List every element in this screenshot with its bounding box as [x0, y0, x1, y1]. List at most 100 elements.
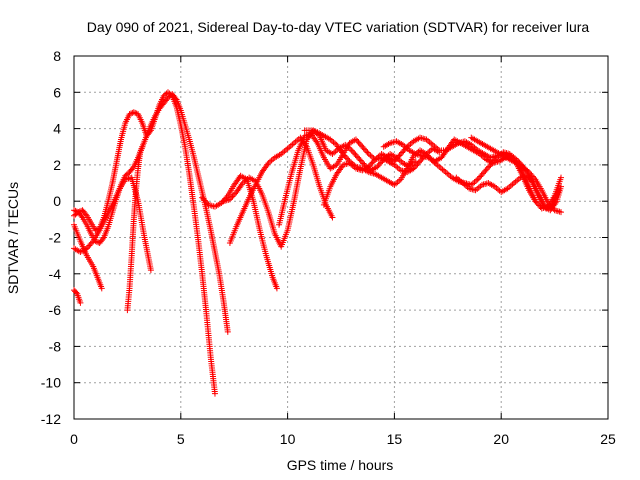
data-point — [348, 147, 355, 154]
data-point — [475, 174, 482, 181]
data-point — [211, 390, 218, 397]
data-point — [392, 156, 399, 163]
y-tick-label: -4 — [49, 266, 62, 282]
x-tick-labels: 0 5 10 15 20 25 — [70, 431, 616, 447]
data-point — [200, 196, 207, 203]
data-point — [525, 174, 532, 181]
data-point — [413, 162, 420, 169]
data-point — [203, 198, 210, 205]
data-point — [355, 139, 362, 146]
data-point — [534, 201, 541, 208]
data-point — [533, 199, 540, 206]
data-point — [558, 209, 565, 216]
data-point — [78, 213, 85, 220]
y-tick-label: 4 — [53, 121, 61, 137]
data-point — [529, 173, 536, 180]
data-point — [374, 163, 381, 170]
data-point — [483, 166, 490, 173]
data-point — [360, 160, 367, 167]
data-point — [85, 243, 92, 250]
data-point — [224, 328, 231, 335]
data-point — [127, 110, 134, 117]
data-point — [376, 160, 383, 167]
data-point — [414, 161, 421, 168]
data-point — [526, 175, 533, 182]
series-arc-e — [71, 91, 231, 335]
data-point — [147, 267, 154, 274]
data-point — [370, 157, 377, 164]
data-point — [363, 148, 370, 155]
data-point — [411, 164, 418, 171]
data-point — [528, 178, 535, 185]
data-point — [172, 95, 179, 102]
data-point — [88, 239, 95, 246]
data-point — [558, 174, 565, 181]
x-tick-label: 0 — [70, 431, 78, 447]
data-point — [365, 163, 372, 170]
data-point — [355, 154, 362, 161]
data-point — [126, 111, 133, 118]
data-point — [481, 169, 488, 176]
data-point — [352, 136, 359, 143]
series-arc-f — [124, 143, 146, 314]
y-axis-label: SDTVAR / TECUs — [5, 182, 21, 294]
data-point — [536, 202, 543, 209]
data-point — [418, 156, 425, 163]
y-tick-label: 6 — [53, 84, 61, 100]
data-point — [228, 194, 235, 201]
y-tick-label: 0 — [53, 193, 61, 209]
data-point — [358, 158, 365, 165]
x-tick-label: 25 — [600, 431, 616, 447]
series-arc-h — [226, 134, 336, 246]
x-axis-label: GPS time / hours — [287, 457, 394, 473]
data-point — [86, 242, 93, 249]
data-point — [410, 165, 417, 172]
data-point — [357, 157, 364, 164]
data-point — [273, 285, 280, 292]
data-point — [87, 241, 94, 248]
data-point — [396, 152, 403, 159]
data-point — [92, 238, 99, 245]
data-point — [139, 143, 146, 150]
x-tick-label: 5 — [177, 431, 185, 447]
axis-ticks — [73, 55, 609, 420]
series-arc-j — [276, 131, 443, 228]
data-point — [130, 109, 137, 116]
data-points — [71, 89, 565, 397]
data-point — [367, 162, 374, 169]
data-point — [83, 245, 90, 252]
data-point — [132, 109, 139, 116]
data-point — [532, 198, 539, 205]
data-point — [82, 211, 89, 218]
data-point — [343, 155, 350, 162]
data-point — [527, 170, 534, 177]
x-tick-label: 10 — [280, 431, 296, 447]
series-arc-g — [199, 172, 280, 292]
data-point — [375, 162, 382, 169]
data-point — [93, 226, 100, 233]
y-tick-label: -2 — [49, 230, 62, 246]
data-point — [349, 148, 356, 155]
data-point — [342, 153, 349, 160]
x-tick-label: 20 — [493, 431, 509, 447]
y-tick-label: 2 — [53, 157, 61, 173]
data-point — [397, 151, 404, 158]
data-point — [356, 140, 363, 147]
x-tick-label: 15 — [387, 431, 403, 447]
data-point — [99, 235, 106, 242]
data-point — [71, 207, 77, 214]
data-point — [400, 148, 407, 155]
data-point — [391, 158, 398, 165]
data-point — [329, 214, 336, 221]
series-arc-b — [71, 287, 84, 306]
data-point — [393, 155, 400, 162]
data-point — [201, 197, 208, 204]
data-point — [527, 177, 534, 184]
data-point — [98, 285, 105, 292]
data-point — [482, 167, 489, 174]
data-point — [368, 160, 375, 167]
data-point — [73, 289, 80, 296]
data-point — [486, 163, 493, 170]
data-point — [341, 152, 348, 159]
